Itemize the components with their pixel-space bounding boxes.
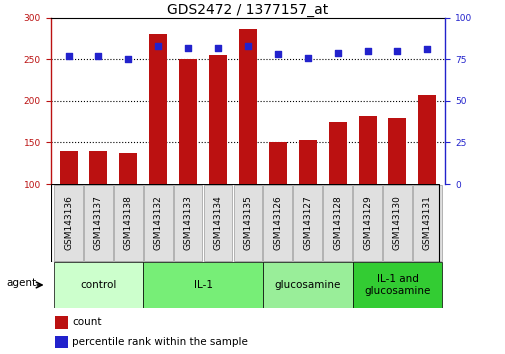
Text: control: control xyxy=(80,280,116,290)
FancyBboxPatch shape xyxy=(382,185,411,261)
Text: GSM143129: GSM143129 xyxy=(362,196,371,250)
Point xyxy=(154,43,162,49)
Point xyxy=(423,46,431,52)
FancyBboxPatch shape xyxy=(204,185,232,261)
Text: count: count xyxy=(72,317,102,327)
Point xyxy=(243,43,251,49)
Bar xyxy=(418,95,435,184)
Text: GSM143126: GSM143126 xyxy=(273,196,282,250)
Bar xyxy=(179,59,197,184)
Bar xyxy=(268,143,286,184)
Text: GSM143133: GSM143133 xyxy=(183,195,192,251)
Bar xyxy=(298,140,316,184)
Text: GSM143131: GSM143131 xyxy=(422,195,431,251)
Bar xyxy=(358,116,376,184)
Text: percentile rank within the sample: percentile rank within the sample xyxy=(72,337,247,347)
Point xyxy=(303,55,311,61)
Text: IL-1 and
glucosamine: IL-1 and glucosamine xyxy=(364,274,430,296)
Bar xyxy=(119,153,137,184)
FancyBboxPatch shape xyxy=(54,262,143,308)
Bar xyxy=(55,336,68,348)
Text: glucosamine: glucosamine xyxy=(274,280,340,290)
Bar xyxy=(60,151,77,184)
Point xyxy=(64,53,72,59)
Text: agent: agent xyxy=(6,278,36,288)
FancyBboxPatch shape xyxy=(412,185,441,261)
Title: GDS2472 / 1377157_at: GDS2472 / 1377157_at xyxy=(167,3,328,17)
Point xyxy=(94,53,103,59)
Point xyxy=(184,45,192,51)
Text: GSM143138: GSM143138 xyxy=(124,195,133,251)
FancyBboxPatch shape xyxy=(143,262,263,308)
Point xyxy=(392,48,400,54)
FancyBboxPatch shape xyxy=(84,185,113,261)
Bar xyxy=(149,34,167,184)
FancyBboxPatch shape xyxy=(352,185,381,261)
Bar xyxy=(238,29,257,184)
FancyBboxPatch shape xyxy=(263,262,352,308)
Text: GSM143135: GSM143135 xyxy=(243,195,252,251)
FancyBboxPatch shape xyxy=(143,185,172,261)
FancyBboxPatch shape xyxy=(173,185,202,261)
Bar xyxy=(209,55,227,184)
Point xyxy=(363,48,371,54)
Text: GSM143127: GSM143127 xyxy=(302,196,312,250)
FancyBboxPatch shape xyxy=(352,262,441,308)
Point xyxy=(214,45,222,51)
FancyBboxPatch shape xyxy=(54,185,83,261)
FancyBboxPatch shape xyxy=(114,185,142,261)
Text: GSM143132: GSM143132 xyxy=(154,196,163,250)
Text: GSM143137: GSM143137 xyxy=(94,195,103,251)
Point xyxy=(273,51,281,57)
FancyBboxPatch shape xyxy=(323,185,351,261)
Text: GSM143134: GSM143134 xyxy=(213,196,222,250)
Bar xyxy=(388,118,406,184)
Point xyxy=(124,57,132,62)
Text: GSM143130: GSM143130 xyxy=(392,195,401,251)
Bar xyxy=(55,316,68,329)
Text: IL-1: IL-1 xyxy=(193,280,212,290)
FancyBboxPatch shape xyxy=(293,185,322,261)
FancyBboxPatch shape xyxy=(233,185,262,261)
Bar xyxy=(328,122,346,184)
Point xyxy=(333,50,341,56)
FancyBboxPatch shape xyxy=(263,185,291,261)
Bar xyxy=(89,151,107,184)
Text: GSM143128: GSM143128 xyxy=(332,196,341,250)
Text: GSM143136: GSM143136 xyxy=(64,195,73,251)
